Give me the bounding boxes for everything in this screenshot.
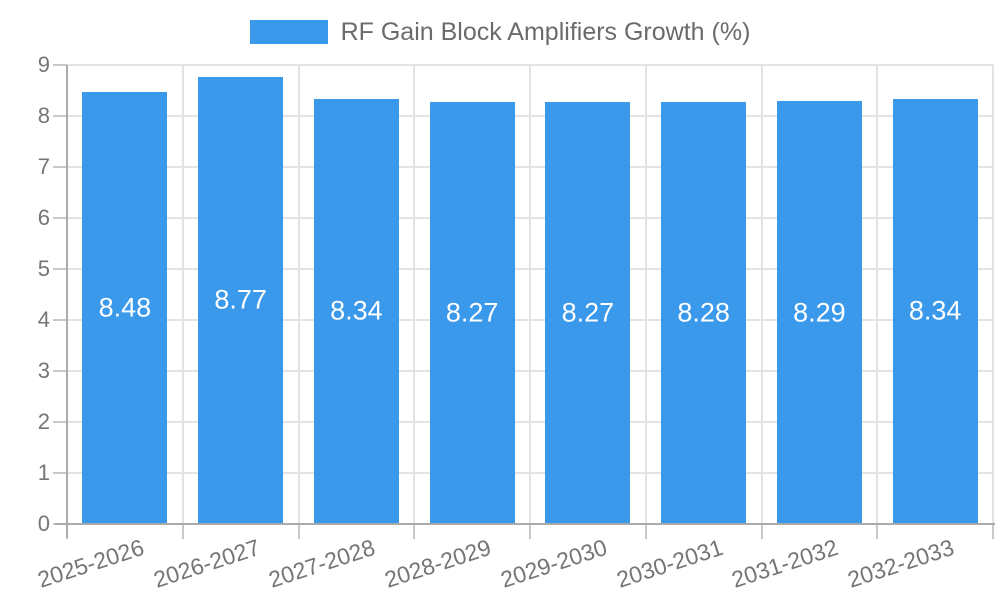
y-axis-label: 0 — [37, 511, 50, 536]
bar-value-label: 8.34 — [330, 295, 383, 326]
legend: RF Gain Block Amplifiers Growth (%) — [0, 19, 1000, 45]
bar-value-label: 8.27 — [561, 297, 615, 328]
x-gridline — [181, 65, 184, 524]
x-tick — [992, 525, 994, 539]
y-axis-label: 6 — [37, 205, 50, 230]
x-gridline — [760, 65, 763, 524]
x-tick — [529, 525, 531, 539]
y-axis-label: 9 — [37, 52, 50, 77]
bar: 8.28 — [661, 101, 747, 524]
y-axis-label: 7 — [37, 154, 50, 179]
bar: 8.77 — [198, 76, 284, 524]
y-tick — [53, 268, 67, 270]
bar: 8.29 — [776, 101, 862, 524]
y-axis-label: 5 — [37, 256, 50, 281]
bar-value-label: 8.48 — [98, 292, 152, 323]
y-axis-label: 4 — [37, 307, 50, 332]
x-tick — [413, 525, 416, 539]
y-tick — [53, 370, 67, 372]
y-tick — [53, 115, 67, 117]
bar-value-label: 8.29 — [793, 297, 846, 328]
x-gridline — [413, 65, 416, 524]
x-axis-line — [55, 523, 995, 525]
x-gridline — [297, 65, 300, 524]
bar: 8.27 — [429, 102, 515, 524]
x-tick — [760, 525, 763, 539]
bar-value-label: 8.77 — [214, 284, 267, 315]
y-tick — [53, 166, 67, 168]
y-axis-label: 1 — [37, 460, 50, 485]
x-gridline — [876, 65, 879, 524]
bar: 8.48 — [82, 91, 168, 524]
bar: 8.34 — [313, 98, 399, 524]
y-axis-label: 8 — [37, 103, 50, 128]
y-tick — [53, 319, 67, 321]
plot-area: 8.48 8.77 8.34 8.27 8.27 8.28 8.29 8.34 — [67, 64, 994, 524]
bar: 8.27 — [545, 102, 631, 524]
bar-value-label: 8.27 — [445, 297, 499, 328]
y-tick — [53, 472, 67, 474]
y-axis-line — [66, 65, 68, 538]
x-gridline — [529, 65, 531, 524]
x-tick — [181, 525, 184, 539]
x-tick — [876, 525, 879, 539]
x-tick — [644, 525, 647, 539]
x-tick — [297, 525, 300, 539]
y-axis-label: 3 — [37, 358, 50, 383]
y-axis-label: 2 — [37, 409, 50, 434]
x-gridline — [992, 65, 994, 524]
legend-swatch — [249, 20, 328, 44]
y-tick — [53, 421, 67, 423]
y-tick — [53, 64, 67, 66]
bar-value-label: 8.28 — [677, 297, 730, 328]
x-gridline — [644, 65, 647, 524]
bar-value-label: 8.34 — [908, 295, 962, 326]
y-tick — [53, 217, 67, 219]
bar: 8.34 — [892, 98, 978, 524]
legend-label: RF Gain Block Amplifiers Growth (%) — [340, 18, 751, 46]
